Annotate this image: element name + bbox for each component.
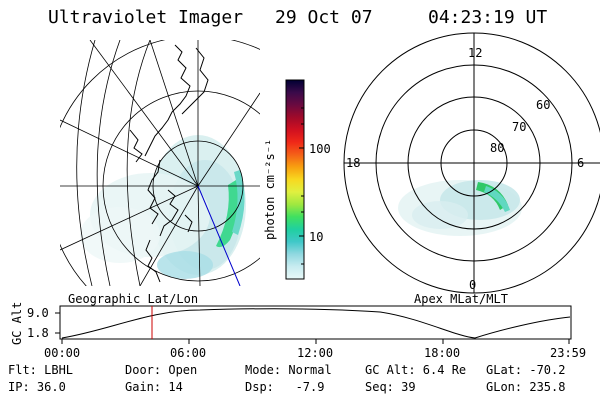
colorbar	[285, 79, 305, 280]
status-glon: GLon: 235.8	[486, 380, 566, 394]
timeline-axis-label: GC Alt	[10, 301, 24, 345]
emission-region-geo	[80, 135, 246, 279]
status-gain: Gain: 14	[125, 380, 183, 394]
colorbar-label-100: 100	[309, 142, 331, 156]
meridian-lines	[60, 40, 260, 286]
status-ip: IP: 36.0	[8, 380, 66, 394]
status-dsp: Dsp: -7.9	[245, 380, 325, 394]
colorbar-unit-label: photon cm⁻²s⁻¹	[263, 138, 277, 240]
mlat-label-70: 70	[512, 120, 527, 134]
instrument-title: Ultraviolet Imager	[48, 7, 244, 28]
right-panel-label: Apex MLat/MLT	[414, 292, 508, 306]
colorbar-label-10: 10	[309, 230, 324, 244]
timeline-xtick-0000: 00:00	[44, 346, 81, 360]
outer-grid-arcs	[76, 40, 151, 286]
status-door: Door: Open	[125, 363, 198, 377]
status-flt: Flt: LBHL	[8, 363, 74, 377]
geographic-map	[60, 40, 260, 286]
altitude-timeline	[55, 305, 572, 344]
left-panel-label: Geographic Lat/Lon	[68, 292, 199, 306]
mlt-label-6: 6	[577, 156, 585, 170]
header-date: 29 Oct 07	[275, 7, 373, 28]
mlat-label-80: 80	[490, 141, 505, 155]
timeline-xtick-2359: 23:59	[550, 346, 587, 360]
timeline-xtick-0600: 06:00	[170, 346, 207, 360]
mlt-label-18: 18	[346, 156, 361, 170]
timeline-ytick-high: 9.0	[27, 306, 49, 320]
timeline-ticks	[55, 312, 570, 344]
polar-grid	[343, 32, 600, 294]
nadir-direction-line	[197, 185, 241, 286]
altitude-curve	[61, 308, 571, 339]
emission-region-polar	[398, 180, 522, 236]
status-seq: Seq: 39	[365, 380, 416, 394]
timeline-ytick-low: 1.8	[27, 326, 49, 340]
timeline-xtick-1200: 12:00	[297, 346, 334, 360]
header-time: 04:23:19 UT	[428, 7, 548, 28]
timeline-xtick-1800: 18:00	[424, 346, 461, 360]
coastlines	[129, 44, 209, 283]
status-gc-alt: GC Alt: 6.4 Re	[365, 363, 467, 377]
mlt-label-0: 0	[469, 278, 477, 292]
polar-plot	[343, 32, 600, 294]
mlat-label-60: 60	[536, 98, 551, 112]
status-mode: Mode: Normal	[245, 363, 332, 377]
status-glat: GLat: -70.2	[486, 363, 566, 377]
mlt-label-12: 12	[468, 46, 483, 60]
